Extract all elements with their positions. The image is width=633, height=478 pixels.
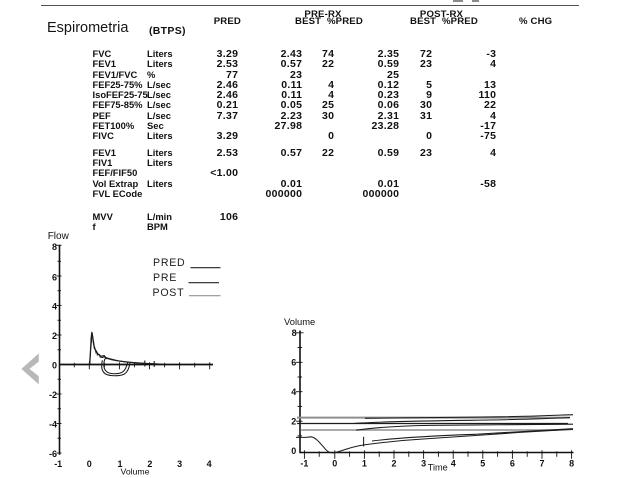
svg-text:2: 2 [291,417,296,427]
svg-text:2: 2 [52,331,57,341]
svg-text:8: 8 [292,328,297,338]
svg-text:0: 0 [332,459,337,469]
svg-text:PRE: PRE [153,272,177,284]
svg-text:1: 1 [117,459,122,469]
svg-text:5: 5 [480,459,485,469]
svg-text:6: 6 [291,358,296,368]
svg-text:-1: -1 [300,459,308,469]
svg-text:4: 4 [52,302,57,312]
svg-text:3: 3 [421,459,426,469]
svg-text:6: 6 [510,459,515,469]
svg-text:0: 0 [291,446,296,456]
svg-text:8: 8 [569,459,574,469]
svg-text:POST: POST [153,287,185,299]
svg-text:-2: -2 [49,390,57,400]
svg-text:2: 2 [147,459,152,469]
svg-text:0: 0 [87,459,92,469]
svg-text:Time: Time [428,463,448,473]
svg-text:3: 3 [177,459,182,469]
svg-text:4: 4 [291,387,296,397]
svg-text:PRED: PRED [153,257,185,269]
svg-text:-6: -6 [49,449,57,459]
svg-text:-4: -4 [49,420,57,430]
svg-text:Volume: Volume [284,316,315,327]
svg-text:2: 2 [391,459,396,469]
svg-text:6: 6 [52,273,57,283]
svg-text:7: 7 [539,459,544,469]
svg-text:0: 0 [52,361,57,371]
svg-text:-1: -1 [54,459,62,469]
svg-text:8: 8 [52,242,57,252]
svg-text:Volume: Volume [121,467,150,477]
svg-text:4: 4 [451,459,456,469]
svg-text:4: 4 [207,459,212,469]
svg-text:1: 1 [362,459,367,469]
svg-text:Flow: Flow [48,231,70,242]
